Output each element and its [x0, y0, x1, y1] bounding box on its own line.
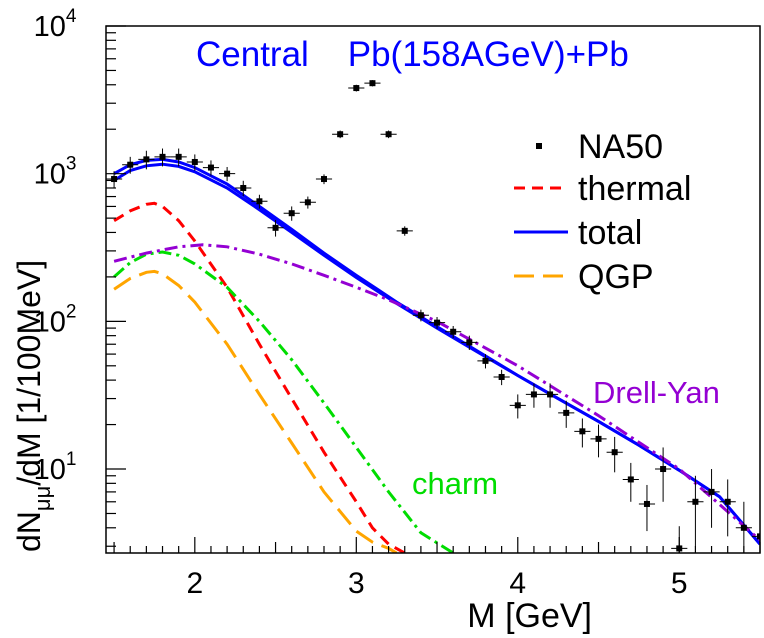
na50-point	[590, 424, 607, 458]
curve-thermal-3	[113, 201, 406, 553]
y-tick-label: 104	[34, 6, 77, 43]
plot-frame	[105, 25, 761, 554]
na50-point	[348, 84, 365, 92]
axis-ticks: 2 3 4 5 101 102 103 104	[34, 6, 761, 600]
legend-entry-qgp: QGP	[514, 258, 654, 296]
na50-point	[509, 394, 526, 419]
legend-entry-total: total	[514, 214, 642, 252]
x-tick-label: 5	[671, 567, 688, 600]
na50-point	[525, 383, 542, 408]
x-axis-label: M [GeV]	[467, 597, 592, 635]
annotation-charm: charm	[412, 466, 498, 501]
na50-point	[154, 148, 171, 167]
x-tick-label: 2	[186, 567, 203, 600]
y-axis-label-sub: μμ	[30, 486, 55, 511]
na50-point	[655, 447, 672, 502]
na50-point	[299, 196, 316, 209]
legend: NA50 thermal total QGP	[514, 128, 691, 296]
y-axis-label-rest: /dM [1/100MeV]	[11, 260, 47, 486]
annotation-drell-yan: Drell-Yan	[593, 375, 720, 410]
na50-point	[574, 418, 591, 448]
y-axis-label-main: dN	[11, 511, 47, 552]
curve-total-2	[113, 162, 760, 546]
legend-marker	[536, 143, 542, 149]
na50-point	[186, 154, 203, 171]
na50-point	[364, 80, 381, 87]
x-tick-label: 4	[509, 567, 526, 600]
curve-qgp-4	[113, 269, 398, 553]
na50-point	[638, 484, 656, 532]
na50-point	[138, 150, 155, 170]
na50-point	[606, 436, 623, 473]
na50-point	[703, 469, 720, 528]
na50-point	[719, 479, 736, 537]
x-tick-label: 3	[348, 567, 365, 600]
na50-point	[558, 400, 575, 428]
na50-point	[412, 309, 429, 322]
annotations: Drell-Yan charm	[412, 375, 720, 501]
y-tick-label: 102	[34, 301, 77, 338]
na50-point	[622, 462, 639, 502]
curves-layer	[113, 157, 760, 553]
legend-label: QGP	[578, 258, 654, 296]
legend-label: NA50	[578, 128, 663, 166]
na50-point	[283, 206, 300, 221]
na50-point	[267, 220, 284, 237]
y-axis-label: dNμμ/dM [1/100MeV]	[11, 260, 55, 552]
na50-point	[219, 166, 236, 182]
na50-point	[315, 174, 333, 185]
na50-point	[235, 180, 252, 197]
legend-entry-thermal: thermal	[514, 170, 691, 208]
curve-drell-yan-6	[113, 243, 760, 542]
na50-point	[332, 130, 349, 139]
na50-point	[751, 507, 760, 553]
na50-point	[735, 501, 752, 553]
na50-points-layer	[106, 80, 760, 553]
na50-point	[396, 226, 413, 236]
y-tick-label: 101	[34, 449, 77, 486]
legend-entry-na50: NA50	[536, 128, 663, 166]
na50-point	[170, 148, 187, 167]
chart-title: Central Pb(158AGeV)+Pb	[196, 35, 629, 74]
na50-point	[428, 317, 446, 329]
na50-point	[251, 194, 268, 209]
na50-point	[687, 475, 704, 547]
na50-point	[493, 369, 510, 386]
legend-label: thermal	[578, 170, 691, 208]
na50-point	[202, 160, 220, 176]
y-tick-label: 103	[34, 154, 77, 191]
na50-point	[461, 335, 478, 350]
na50-point	[380, 130, 397, 139]
na50-point	[542, 383, 559, 408]
na50-point	[445, 326, 462, 339]
na50-point	[477, 354, 494, 369]
na50-point	[122, 156, 139, 174]
legend-label: total	[578, 214, 642, 252]
curve-charm-5	[113, 250, 454, 553]
